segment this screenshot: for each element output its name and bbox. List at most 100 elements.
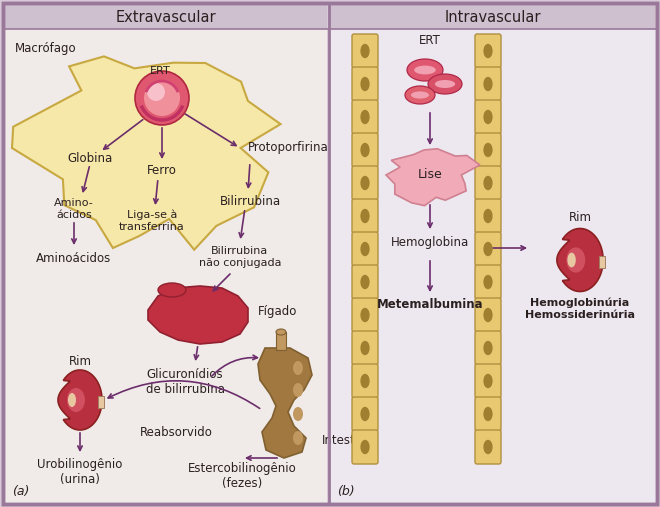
- Ellipse shape: [407, 59, 443, 81]
- Text: ERT: ERT: [150, 66, 170, 76]
- Ellipse shape: [360, 209, 370, 223]
- Ellipse shape: [360, 143, 370, 157]
- Circle shape: [135, 71, 189, 125]
- FancyBboxPatch shape: [475, 397, 501, 431]
- Ellipse shape: [293, 383, 303, 397]
- FancyBboxPatch shape: [352, 232, 378, 266]
- FancyBboxPatch shape: [352, 34, 378, 68]
- FancyBboxPatch shape: [352, 265, 378, 299]
- Polygon shape: [148, 286, 248, 344]
- Bar: [599, 256, 605, 268]
- Text: ERT: ERT: [419, 34, 441, 47]
- Ellipse shape: [483, 440, 492, 454]
- Ellipse shape: [360, 176, 370, 190]
- Ellipse shape: [483, 77, 492, 91]
- Ellipse shape: [293, 361, 303, 375]
- Ellipse shape: [360, 275, 370, 289]
- Ellipse shape: [276, 329, 286, 335]
- Text: Metemalbumina: Metemalbumina: [377, 298, 483, 311]
- Ellipse shape: [483, 308, 492, 322]
- Bar: [5, 5, 327, 504]
- Ellipse shape: [483, 374, 492, 388]
- Text: Lise: Lise: [418, 168, 442, 182]
- Text: (a): (a): [12, 485, 30, 498]
- FancyBboxPatch shape: [352, 430, 378, 464]
- Ellipse shape: [360, 242, 370, 256]
- FancyBboxPatch shape: [352, 166, 378, 200]
- FancyBboxPatch shape: [475, 430, 501, 464]
- Polygon shape: [58, 370, 102, 430]
- Text: Amino-
ácidos: Amino- ácidos: [54, 198, 94, 220]
- FancyBboxPatch shape: [475, 34, 501, 68]
- Ellipse shape: [293, 407, 303, 421]
- FancyBboxPatch shape: [475, 166, 501, 200]
- FancyBboxPatch shape: [352, 298, 378, 332]
- Polygon shape: [386, 149, 480, 206]
- Text: Glicuronídios
de bilirrubina: Glicuronídios de bilirrubina: [145, 368, 224, 396]
- Text: Reabsorvido: Reabsorvido: [139, 425, 213, 439]
- Ellipse shape: [360, 77, 370, 91]
- Ellipse shape: [360, 341, 370, 355]
- FancyBboxPatch shape: [352, 331, 378, 365]
- Bar: [98, 396, 104, 408]
- Ellipse shape: [360, 308, 370, 322]
- Ellipse shape: [293, 431, 303, 445]
- Text: Intravascular: Intravascular: [445, 10, 541, 24]
- Text: Globina: Globina: [67, 152, 113, 165]
- FancyBboxPatch shape: [352, 100, 378, 134]
- Text: Protoporfirina: Protoporfirina: [248, 141, 329, 155]
- FancyBboxPatch shape: [352, 133, 378, 167]
- Text: Urobilinogênio
(urina): Urobilinogênio (urina): [38, 458, 123, 486]
- FancyBboxPatch shape: [352, 67, 378, 101]
- Ellipse shape: [428, 74, 462, 94]
- Circle shape: [147, 83, 165, 101]
- Ellipse shape: [483, 44, 492, 58]
- FancyBboxPatch shape: [475, 232, 501, 266]
- FancyBboxPatch shape: [352, 397, 378, 431]
- FancyBboxPatch shape: [475, 199, 501, 233]
- Ellipse shape: [405, 86, 435, 104]
- Ellipse shape: [360, 440, 370, 454]
- Text: Ferro: Ferro: [147, 164, 177, 177]
- Ellipse shape: [483, 209, 492, 223]
- Ellipse shape: [411, 91, 429, 98]
- Ellipse shape: [568, 252, 576, 267]
- Text: Rim: Rim: [69, 355, 92, 368]
- Ellipse shape: [158, 283, 186, 297]
- Ellipse shape: [360, 44, 370, 58]
- Ellipse shape: [360, 110, 370, 124]
- Ellipse shape: [414, 65, 436, 75]
- FancyBboxPatch shape: [475, 331, 501, 365]
- Ellipse shape: [566, 247, 585, 273]
- Ellipse shape: [483, 407, 492, 421]
- Ellipse shape: [483, 242, 492, 256]
- Text: Bilirrubina: Bilirrubina: [219, 195, 280, 208]
- Bar: [276, 332, 286, 350]
- FancyBboxPatch shape: [475, 133, 501, 167]
- Text: Aminoácidos: Aminoácidos: [36, 252, 112, 265]
- Text: Rim: Rim: [568, 211, 591, 224]
- FancyBboxPatch shape: [352, 364, 378, 398]
- Bar: [329, 5, 657, 29]
- Ellipse shape: [483, 143, 492, 157]
- Ellipse shape: [360, 407, 370, 421]
- FancyBboxPatch shape: [475, 298, 501, 332]
- Ellipse shape: [67, 388, 85, 412]
- Text: Bilirrubina
não conjugada: Bilirrubina não conjugada: [199, 246, 281, 268]
- Text: Macrófago: Macrófago: [15, 42, 77, 55]
- Text: Extravascular: Extravascular: [115, 10, 216, 24]
- Ellipse shape: [435, 80, 455, 88]
- Polygon shape: [557, 229, 603, 292]
- Text: Estercobilinogênio
(fezes): Estercobilinogênio (fezes): [187, 462, 296, 490]
- Text: Hemoglobina: Hemoglobina: [391, 236, 469, 249]
- Bar: [5, 5, 327, 29]
- Ellipse shape: [483, 110, 492, 124]
- Text: Liga-se à
transferrina: Liga-se à transferrina: [119, 210, 185, 232]
- Ellipse shape: [483, 341, 492, 355]
- FancyBboxPatch shape: [475, 67, 501, 101]
- Bar: [329, 5, 657, 504]
- FancyBboxPatch shape: [475, 100, 501, 134]
- Polygon shape: [258, 348, 312, 458]
- Circle shape: [144, 80, 180, 116]
- Text: Hemoglobinúria
Hemossiderinúria: Hemoglobinúria Hemossiderinúria: [525, 298, 635, 320]
